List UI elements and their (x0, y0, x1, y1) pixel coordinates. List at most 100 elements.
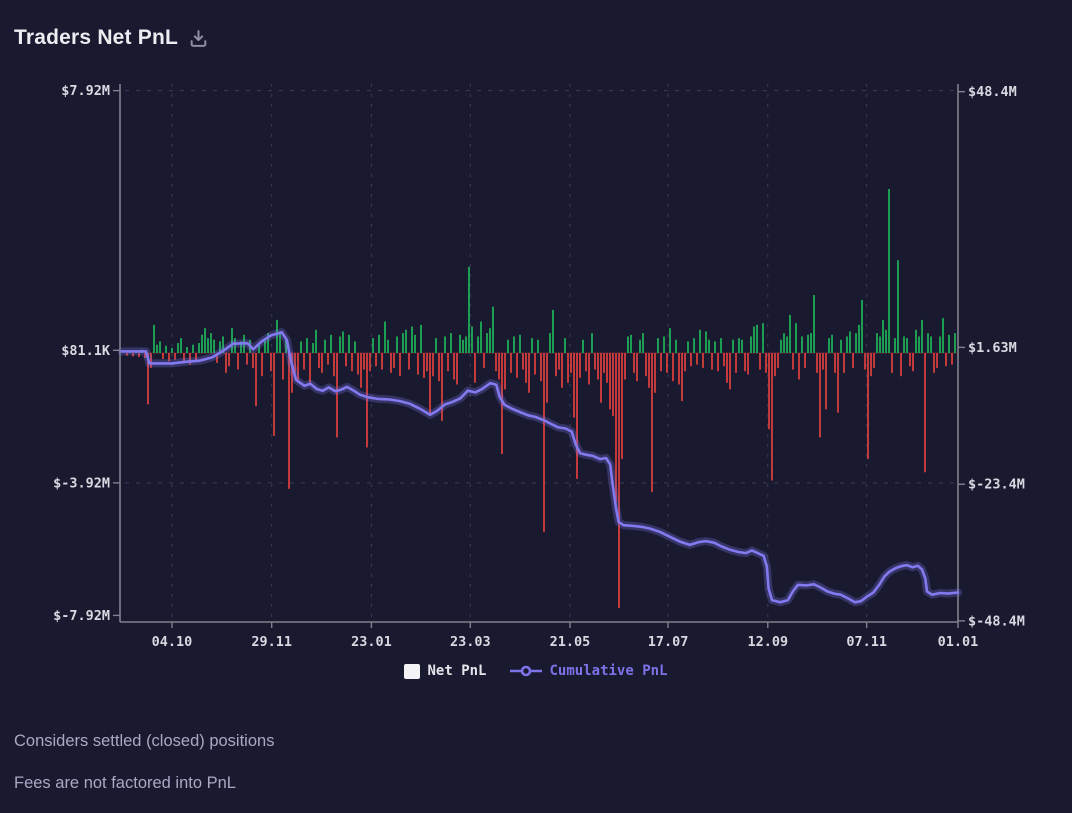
net-pnl-bar[interactable] (744, 353, 747, 372)
net-pnl-bar[interactable] (837, 353, 840, 413)
net-pnl-bar[interactable] (669, 328, 672, 353)
net-pnl-bar[interactable] (287, 353, 290, 489)
net-pnl-bar[interactable] (720, 338, 723, 353)
net-pnl-bar[interactable] (804, 353, 807, 368)
net-pnl-bar[interactable] (864, 353, 867, 370)
net-pnl-bar[interactable] (789, 314, 792, 353)
net-pnl-bar[interactable] (540, 353, 543, 382)
net-pnl-bar[interactable] (690, 353, 693, 367)
net-pnl-bar[interactable] (218, 341, 221, 353)
net-pnl-bar[interactable] (576, 353, 579, 479)
net-pnl-bar[interactable] (903, 336, 906, 353)
net-pnl-bar[interactable] (333, 353, 336, 377)
net-pnl-bar[interactable] (660, 353, 663, 372)
net-pnl-bar[interactable] (417, 353, 420, 375)
net-pnl-bar[interactable] (726, 353, 729, 383)
net-pnl-bar[interactable] (750, 336, 753, 353)
net-pnl-bar[interactable] (185, 347, 188, 353)
net-pnl-bar[interactable] (822, 353, 825, 370)
net-pnl-bar[interactable] (642, 333, 645, 353)
net-pnl-bar[interactable] (474, 353, 477, 383)
net-pnl-bar[interactable] (666, 353, 669, 373)
net-pnl-bar[interactable] (717, 353, 720, 372)
net-pnl-bar[interactable] (320, 353, 323, 373)
net-pnl-bar[interactable] (363, 353, 366, 370)
net-pnl-bar[interactable] (612, 353, 615, 416)
net-pnl-bar[interactable] (381, 353, 384, 370)
net-pnl-bar[interactable] (570, 353, 573, 373)
net-pnl-bar[interactable] (444, 336, 447, 353)
net-pnl-bar[interactable] (696, 353, 699, 365)
net-pnl-bar[interactable] (798, 353, 801, 380)
net-pnl-bar[interactable] (633, 353, 636, 373)
net-pnl-bar[interactable] (369, 353, 372, 372)
net-pnl-bar[interactable] (471, 326, 474, 353)
net-pnl-bar[interactable] (348, 334, 351, 353)
net-pnl-bar[interactable] (915, 329, 918, 353)
net-pnl-bar[interactable] (594, 353, 597, 370)
net-pnl-bar[interactable] (510, 353, 513, 373)
net-pnl-bar[interactable] (870, 353, 873, 377)
net-pnl-bar[interactable] (819, 353, 822, 438)
net-pnl-bar[interactable] (366, 353, 369, 448)
net-pnl-bar[interactable] (212, 339, 215, 353)
net-pnl-bar[interactable] (257, 343, 260, 353)
net-pnl-bar[interactable] (603, 353, 606, 373)
net-pnl-bar[interactable] (816, 353, 819, 373)
net-pnl-bar[interactable] (894, 338, 897, 353)
net-pnl-bar[interactable] (879, 336, 882, 353)
net-pnl-bar[interactable] (531, 338, 534, 353)
net-pnl-bar[interactable] (705, 331, 708, 353)
net-pnl-bar[interactable] (828, 338, 831, 353)
net-pnl-bar[interactable] (378, 334, 381, 353)
net-pnl-bar[interactable] (176, 343, 179, 353)
net-pnl-bar[interactable] (284, 339, 287, 353)
net-pnl-bar[interactable] (492, 306, 495, 353)
net-pnl-bar[interactable] (936, 353, 939, 368)
net-pnl-bar[interactable] (891, 353, 894, 373)
net-pnl-bar[interactable] (543, 353, 546, 532)
net-pnl-bar[interactable] (561, 353, 564, 388)
net-pnl-bar[interactable] (888, 189, 891, 353)
net-pnl-bar[interactable] (486, 333, 489, 353)
legend-item-cumulative-pnl[interactable]: Cumulative PnL (509, 663, 668, 679)
net-pnl-bar[interactable] (308, 353, 311, 385)
net-pnl-bar[interactable] (549, 333, 552, 353)
net-pnl-bar[interactable] (774, 353, 777, 377)
net-pnl-bar[interactable] (275, 319, 278, 353)
net-pnl-bar[interactable] (336, 353, 339, 438)
net-pnl-bar[interactable] (918, 336, 921, 353)
net-pnl-bar[interactable] (693, 338, 696, 353)
net-pnl-bar[interactable] (795, 323, 798, 353)
net-pnl-bar[interactable] (855, 333, 858, 353)
net-pnl-bar[interactable] (711, 353, 714, 370)
net-pnl-bar[interactable] (636, 353, 639, 382)
net-pnl-bar[interactable] (465, 336, 468, 353)
net-pnl-bar[interactable] (645, 353, 648, 377)
net-pnl-bar[interactable] (432, 353, 435, 377)
net-pnl-bar[interactable] (317, 353, 320, 368)
net-pnl-bar[interactable] (885, 329, 888, 353)
net-pnl-bar[interactable] (684, 353, 687, 372)
net-pnl-bar[interactable] (831, 334, 834, 353)
net-pnl-bar[interactable] (393, 353, 396, 368)
cumulative-pnl-line[interactable] (120, 330, 960, 604)
net-pnl-bar[interactable] (906, 338, 909, 353)
net-pnl-bar[interactable] (438, 353, 441, 382)
net-pnl-bar[interactable] (408, 353, 411, 370)
net-pnl-bar[interactable] (200, 334, 203, 353)
net-pnl-bar[interactable] (305, 338, 308, 353)
net-pnl-bar[interactable] (245, 353, 248, 365)
net-pnl-bar[interactable] (459, 334, 462, 353)
net-pnl-bar[interactable] (954, 333, 957, 353)
net-pnl-bar[interactable] (843, 353, 846, 373)
net-pnl-bar[interactable] (600, 353, 603, 403)
net-pnl-bar[interactable] (588, 353, 591, 385)
net-pnl-bar[interactable] (462, 339, 465, 353)
net-pnl-bar[interactable] (498, 353, 501, 380)
net-pnl-bar[interactable] (477, 336, 480, 353)
net-pnl-bar[interactable] (191, 344, 194, 353)
net-pnl-bar[interactable] (753, 326, 756, 353)
net-pnl-bar[interactable] (390, 353, 393, 373)
net-pnl-bar[interactable] (921, 319, 924, 353)
